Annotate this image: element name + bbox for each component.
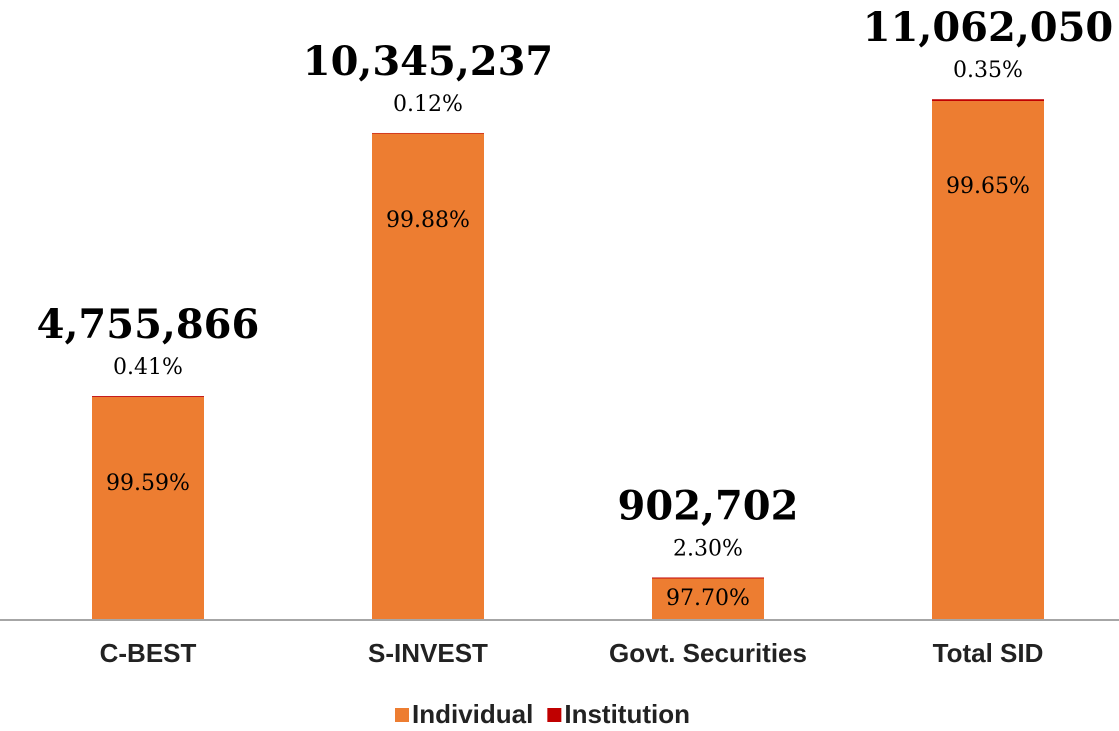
institution-label: 0.41%: [113, 355, 183, 380]
legend-swatch: [547, 708, 562, 722]
bar-segment: [92, 397, 204, 620]
total-label: 902,702: [618, 483, 799, 530]
bar-segment: [372, 132, 484, 134]
bar-segment: [932, 101, 1044, 620]
total-label: 11,062,050: [863, 4, 1114, 51]
bar-segment: [652, 578, 764, 620]
bar-segment: [92, 396, 204, 398]
x-tick-label: S-INVEST: [368, 638, 488, 668]
institution-label: 2.30%: [673, 537, 743, 562]
individual-label: 99.65%: [946, 174, 1030, 199]
institution-label: 0.12%: [393, 92, 463, 117]
x-tick-label: Total SID: [933, 638, 1044, 668]
bar-segment: [652, 577, 764, 579]
bar-segment: [372, 133, 484, 620]
x-tick-label: Govt. Securities: [609, 638, 807, 668]
individual-label: 99.88%: [386, 208, 470, 233]
total-label: 10,345,237: [303, 38, 554, 85]
total-label: 4,755,866: [37, 301, 260, 348]
legend-label: Individual: [412, 699, 533, 729]
institution-label: 0.35%: [953, 58, 1023, 83]
legend-label: Institution: [564, 699, 690, 729]
bar-segment: [932, 99, 1044, 102]
x-tick-label: C-BEST: [100, 638, 197, 668]
legend-swatch: [395, 708, 409, 722]
individual-label: 99.59%: [106, 471, 190, 496]
individual-label: 97.70%: [666, 586, 750, 611]
